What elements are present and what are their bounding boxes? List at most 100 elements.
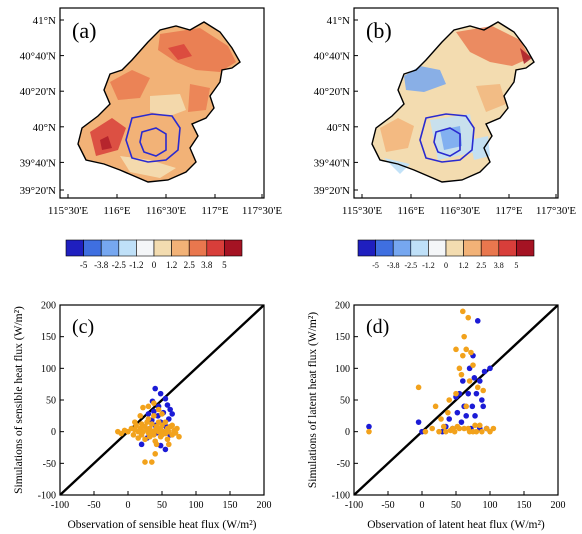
colorbar-swatch [445, 239, 464, 257]
panel-c-point-orange [166, 441, 172, 448]
panel-d-point-blue [472, 413, 478, 419]
panel-c-point-orange [159, 411, 165, 417]
panel-c-point-orange [137, 413, 144, 419]
panel-b-boundary [371, 21, 535, 183]
panel-d-point-orange [446, 397, 453, 403]
panel-d-x-tick-label: 100 [483, 500, 498, 511]
map-lon-tick-label: 117°30'E [242, 205, 282, 217]
panel-d-point-orange [472, 422, 478, 429]
panel-d-point-orange [468, 349, 474, 356]
panel-d-x-tick-label: 150 [517, 500, 532, 511]
panel-a-label: (a) [72, 18, 96, 43]
panel-d-point-blue [463, 413, 470, 419]
panel-d-y-tick-label: 0 [345, 427, 350, 438]
colorbar-swatch [65, 239, 84, 257]
panel-c-point-orange [149, 421, 155, 427]
panel-d-point-orange [456, 365, 463, 372]
colorbar-swatch [136, 239, 155, 257]
panel-c-point-blue [167, 406, 173, 413]
panel-c-point-orange [176, 433, 182, 440]
panel-d-point-orange [366, 428, 372, 435]
colorbar-label: -1.2 [129, 260, 143, 270]
panel-b-urban-inner [433, 127, 461, 157]
panel-d-point-orange [429, 425, 436, 432]
panel-c-x-tick-label: 0 [126, 500, 131, 511]
panel-d-y-tick-label: 150 [335, 332, 350, 343]
map-lat-tick-label: 41°N [33, 15, 56, 27]
panel-d-point-blue [474, 318, 481, 324]
colorbar-label: 2.5 [476, 261, 486, 270]
panel-d-point-blue [477, 378, 483, 384]
panel-c-y-tick-label: 200 [41, 301, 56, 312]
colorbar-label: -3.8 [94, 260, 109, 270]
colorbar-label: -3.8 [387, 261, 400, 270]
map-lon-tick-label: 116°E [103, 205, 130, 217]
panel-d-point-blue [465, 390, 472, 397]
map-axes: 41°N 40°40'N 40°20'N 40°N 39°40'N 39°20'N 115°… [20, 15, 577, 217]
panel-c-point-orange [152, 451, 158, 457]
map-lon-tick-label: 115°30'E [342, 205, 382, 217]
panel-d-point-orange [479, 428, 485, 435]
panel-c-point-orange [151, 413, 157, 419]
panel-d-label: (d) [366, 316, 389, 338]
panel-c-point-blue [145, 411, 152, 417]
colorbar-swatch [516, 239, 535, 257]
panel-d-point-orange [460, 308, 466, 315]
colorbar-swatch [375, 239, 394, 257]
panel-d-x-tick-label: 50 [451, 500, 461, 511]
panel-b-label: (b) [366, 18, 392, 43]
colorbar-label: 1.2 [459, 261, 469, 270]
panel-c-x-tick-label: 200 [257, 500, 272, 511]
panel-d-point-blue [473, 390, 480, 397]
panel-c-x-tick-label: 100 [189, 500, 204, 511]
colorbar-label: 3.8 [494, 261, 504, 270]
panel-d-point-orange [473, 428, 480, 435]
panel-d-point-orange [456, 425, 463, 432]
colorbar-swatch [206, 239, 225, 257]
map-lat-tick-label: 40°N [33, 122, 56, 134]
panel-d-point-orange [474, 384, 481, 391]
map-lon-tick-label: 115°30'E [48, 205, 88, 217]
map-lon-tick-label: 117°E [201, 205, 228, 217]
colorbar-label: -2.5 [112, 260, 127, 270]
panel-a-texture [90, 28, 236, 178]
panel-d-ylabel: Simulations of latent heat flux (W/m²) [307, 312, 319, 488]
map-lat-tick-label: 39°40'N [314, 157, 350, 169]
panel-c-point-orange [151, 432, 157, 438]
panel-a-map: (a) [59, 7, 265, 199]
colorbar-swatch [188, 239, 208, 257]
colorbar-label: 1.2 [166, 260, 177, 270]
colorbar-swatch [410, 239, 429, 257]
panel-c-scatter: -100 -50 0 50 100 150 200 -100 -50 0 50 100 150 200 (… [13, 301, 272, 532]
panel-c-label: (c) [72, 316, 94, 338]
panel-c-y-tick-label: 100 [41, 364, 56, 375]
panel-c-point-blue [157, 390, 164, 397]
panel-d-y-tick-label: -50 [337, 459, 350, 470]
map-lon-tick-label: 116°30'E [146, 205, 186, 217]
panel-c-y-tick-label: 50 [46, 396, 56, 407]
panel-d-point-blue [487, 365, 493, 372]
panel-c-y-tick-label: 150 [41, 332, 56, 343]
colorbars: -5 -3.8 -2.5 -1.2 0 1.2 2.5 3.8 5 -5 -3.8 -2.5 -1.2 0… [65, 239, 535, 270]
map-lon-tick-label: 117°E [495, 205, 522, 217]
panel-d-point-orange [432, 403, 439, 410]
panel-c-point-blue [164, 402, 171, 408]
colorbar-swatch [118, 239, 137, 257]
panel-c-x-tick-label: 50 [157, 500, 167, 511]
panel-c-point-orange [132, 419, 138, 425]
colorbar-label: -5 [80, 260, 88, 270]
panel-c-point-orange [174, 425, 180, 432]
panel-d-point-orange [477, 422, 483, 429]
colorbar-swatch [224, 239, 243, 257]
panel-c-point-orange [142, 459, 148, 465]
panel-c-point-blue [138, 441, 145, 448]
panel-d-point-blue [460, 378, 466, 384]
panel-d-point-orange [461, 425, 467, 432]
map-lat-tick-label: 39°20'N [20, 185, 56, 197]
map-lat-tick-label: 41°N [327, 15, 350, 27]
panel-d-point-orange [443, 428, 449, 435]
panel-d-y-tick-label: 200 [335, 301, 350, 312]
panel-c-x-tick-label: -100 [51, 500, 69, 511]
panel-d-point-blue [480, 403, 487, 410]
